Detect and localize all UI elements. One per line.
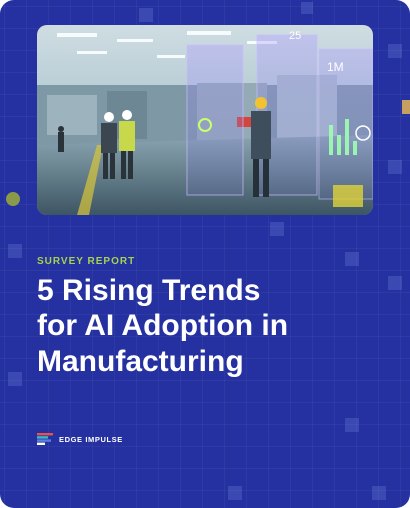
hero-image: 25 1M [37, 25, 373, 215]
edge-impulse-logo-icon [37, 433, 53, 445]
decor-square [388, 160, 402, 174]
decor-tab [402, 100, 410, 114]
decor-square [139, 8, 153, 22]
title-line: Manufacturing [37, 344, 244, 378]
brand-name: EDGE IMPULSE [59, 434, 123, 444]
decor-square [8, 244, 22, 258]
decor-square [8, 372, 22, 386]
decor-square [388, 44, 402, 58]
report-title: 5 Rising Trends for AI Adoption in Manuf… [37, 273, 377, 379]
hud-label: 1M [327, 60, 344, 74]
decor-square [228, 486, 242, 500]
decor-square [270, 222, 284, 236]
decor-square [301, 2, 313, 14]
factory-illustration: 25 1M [37, 25, 373, 215]
hud-label: 25 [289, 30, 301, 42]
report-type-label: SURVEY REPORT [37, 256, 136, 267]
decor-square [372, 486, 386, 500]
decor-square [345, 252, 359, 266]
decor-square [388, 276, 402, 290]
title-line: 5 Rising Trends [37, 274, 261, 307]
title-line: for AI Adoption in [37, 309, 289, 343]
decor-dot [6, 192, 20, 206]
decor-square [345, 418, 359, 432]
brand-lockup: EDGE IMPULSE [37, 433, 123, 445]
